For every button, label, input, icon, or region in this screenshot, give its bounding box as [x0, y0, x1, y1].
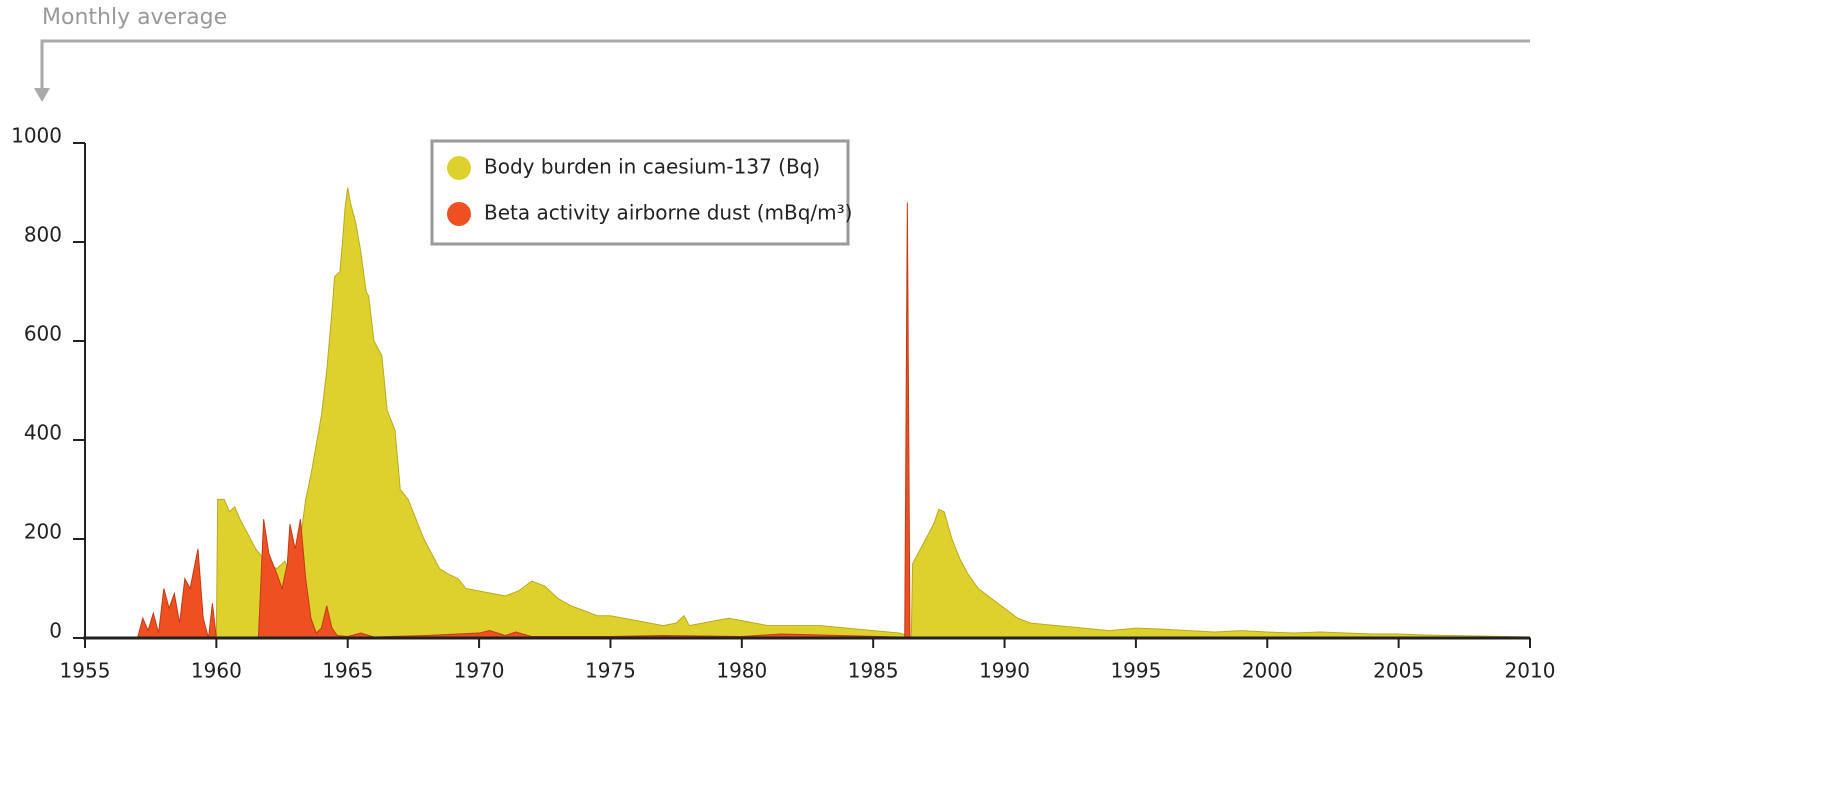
header-arrow	[34, 88, 50, 102]
plot: 0 200 400 600 800 1000 1955 1960 1965 1970 1975 198…	[11, 124, 1555, 683]
x-tick-label: 2000	[1242, 659, 1293, 683]
area	[215, 187, 1531, 639]
x-tick-label: 1970	[454, 659, 505, 683]
legend-swatch	[447, 202, 471, 226]
y-tick-label: 400	[24, 421, 62, 445]
legend-label: Body burden in caesium-137 (Bq)	[484, 155, 820, 179]
legend-swatch	[447, 156, 471, 180]
x-tick-label: 1965	[322, 659, 373, 683]
x-tick-label: 2005	[1373, 659, 1424, 683]
legend: Body burden in caesium-137 (Bq) Beta acti…	[447, 155, 852, 226]
x-tick-label: 1995	[1110, 659, 1161, 683]
x-tick-label: 1975	[585, 659, 636, 683]
x-tick-label: 1990	[979, 659, 1030, 683]
y-tick-label: 200	[24, 520, 62, 544]
legend-label: Beta activity airborne dust (mBq/m³)	[484, 201, 852, 225]
y-tick-label: 0	[49, 619, 62, 643]
x-tick-label: 1955	[60, 659, 111, 683]
x-tick-label: 1985	[848, 659, 899, 683]
area	[136, 202, 1530, 639]
y-tick-label: 1000	[11, 124, 62, 148]
legend-box	[430, 139, 850, 246]
subtitle: Monthly average	[42, 5, 227, 30]
x-tick-label: 1980	[716, 659, 767, 683]
y-tick-label: 800	[24, 223, 62, 247]
x-tick-label: 1960	[191, 659, 242, 683]
y-tick-label: 600	[24, 322, 62, 346]
x-tick-label: 2010	[1505, 659, 1556, 683]
header-rule	[40, 39, 1530, 92]
